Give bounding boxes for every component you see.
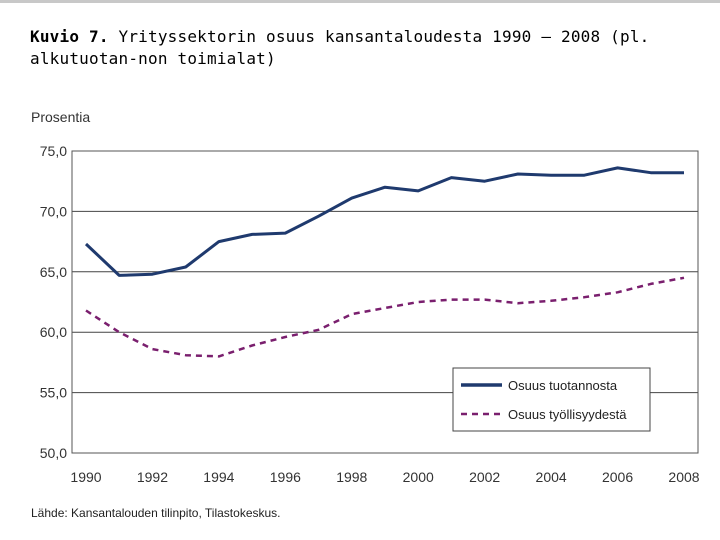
x-tick-label: 2004 xyxy=(536,469,567,485)
y-tick-label: 70,0 xyxy=(40,203,67,219)
legend-label-employment: Osuus työllisyydestä xyxy=(508,407,627,422)
x-tick-label: 1998 xyxy=(336,469,367,485)
x-tick-label: 2002 xyxy=(469,469,500,485)
x-tick-label: 1996 xyxy=(270,469,301,485)
x-axis-ticks: 1990 1992 1994 1996 1998 2000 2002 2004 2006 2008 xyxy=(70,469,699,485)
x-tick-label: 2000 xyxy=(403,469,434,485)
figure-number: Kuvio 7. xyxy=(30,27,109,46)
series-line-production xyxy=(84,166,684,277)
plot-frame xyxy=(71,150,699,454)
y-axis-label: Prosentia xyxy=(31,109,90,125)
x-tick-label: 2006 xyxy=(602,469,633,485)
x-tick-label: 1994 xyxy=(203,469,234,485)
y-tick-label: 65,0 xyxy=(40,264,67,280)
series-line-employment xyxy=(85,276,685,358)
legend-label-production: Osuus tuotannosta xyxy=(508,378,618,393)
y-axis-ticks: 75,0 70,0 65,0 60,0 55,0 50,0 xyxy=(40,143,67,461)
x-tick-label: 2008 xyxy=(668,469,699,485)
source-note: Lähde: Kansantalouden tilinpito, Tilasto… xyxy=(31,506,281,520)
y-tick-label: 75,0 xyxy=(40,143,67,159)
grid-lines xyxy=(72,210,698,394)
legend: Osuus tuotannosta Osuus työllisyydestä xyxy=(452,367,651,432)
chart-title: Kuvio 7. Yrityssektorin osuus kansantalo… xyxy=(30,26,700,70)
x-tick-label: 1990 xyxy=(70,469,101,485)
y-tick-label: 55,0 xyxy=(40,385,67,401)
y-tick-label: 60,0 xyxy=(40,324,67,340)
series-lines xyxy=(84,166,685,358)
x-tick-label: 1992 xyxy=(137,469,168,485)
figure-title-text: Yrityssektorin osuus kansantaloudesta 19… xyxy=(30,27,650,68)
top-border xyxy=(0,0,720,3)
legend-box xyxy=(452,367,651,432)
y-tick-label: 50,0 xyxy=(40,445,67,461)
